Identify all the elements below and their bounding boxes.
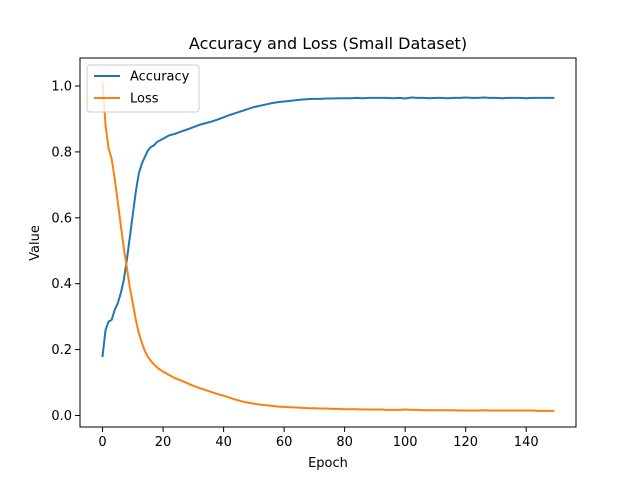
x-tick-label: 40 [215,435,232,450]
x-axis-label: Epoch [308,456,348,471]
x-tick-label: 20 [155,435,172,450]
legend-label-accuracy: Accuracy [130,70,190,85]
series-line-accuracy [101,96,555,358]
plot-area: 0 20 40 60 80 100 120 140 0.0 0.2 0.4 0.6 0.8 1.0 [51,57,577,450]
y-tick-label: 0.4 [51,277,72,292]
plot-background [80,58,576,427]
legend: Accuracy Loss [86,64,200,113]
x-tick-label: 80 [336,435,353,450]
chart-title: Accuracy and Loss (Small Dataset) [189,34,467,53]
y-tick-label: 1.0 [51,80,72,95]
axes-frame [79,57,577,428]
series-line-loss [101,81,555,412]
x-tick-label: 100 [393,435,418,450]
y-tick-label: 0.6 [51,211,72,226]
y-tick-label: 0.0 [51,409,72,424]
series-group [101,81,555,412]
x-tick-label: 120 [453,435,478,450]
y-tick-label: 0.2 [51,343,72,358]
y-tick-label: 0.8 [51,145,72,160]
y-axis-label: Value [28,225,43,261]
x-tick-label: 0 [98,435,106,450]
legend-label-loss: Loss [130,92,159,107]
x-tick-label: 60 [276,435,293,450]
x-tick-label: 140 [514,435,539,450]
